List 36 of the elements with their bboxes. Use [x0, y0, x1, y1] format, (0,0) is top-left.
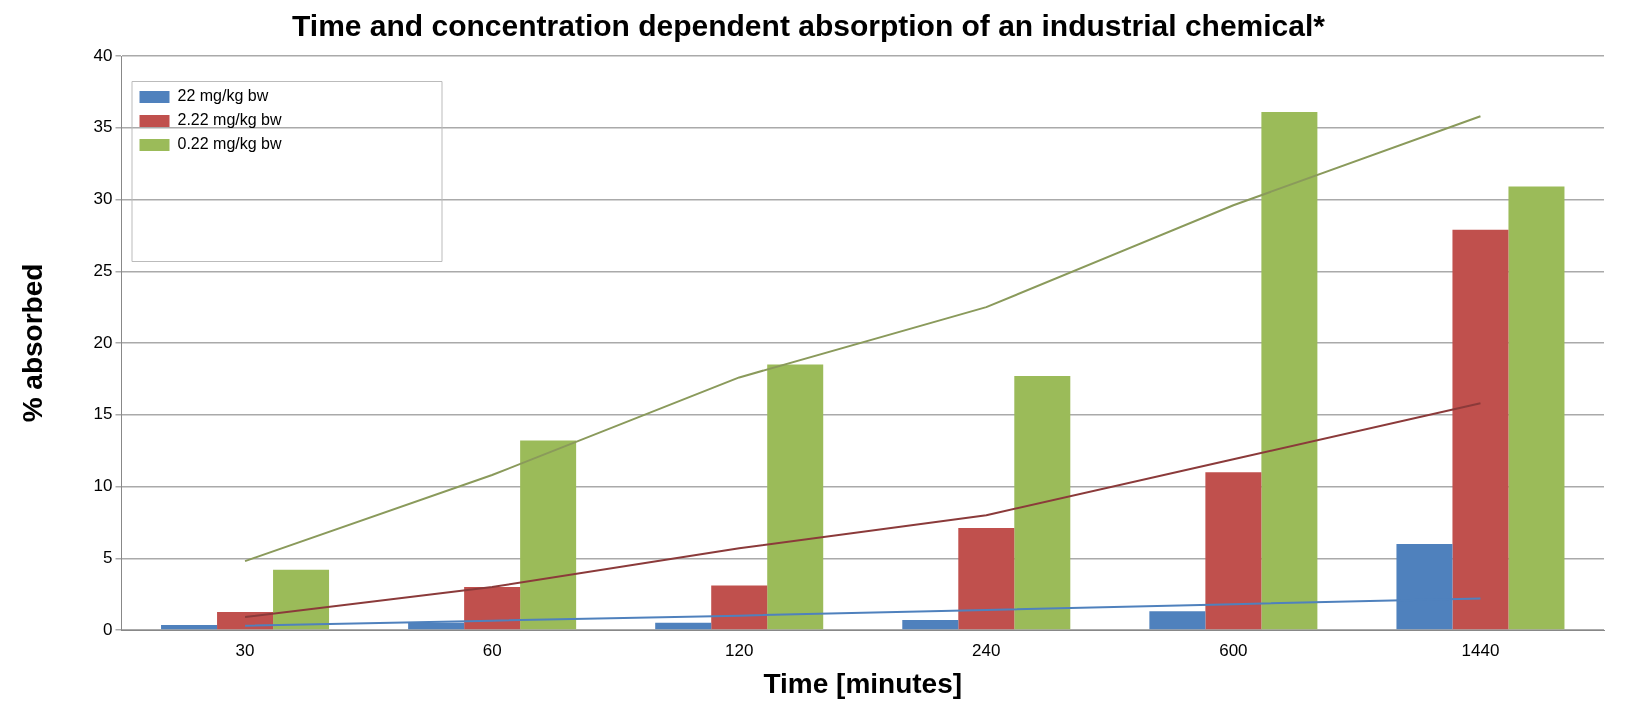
- bar: [273, 569, 330, 630]
- y-tick-label: 40: [93, 45, 113, 65]
- chart-title: Time and concentration dependent absorption of an industrial chemical*: [292, 9, 1326, 43]
- x-tick-label: 120: [725, 640, 754, 660]
- y-tick-label: 35: [93, 117, 113, 137]
- bar: [1508, 186, 1565, 630]
- x-tick-label: 240: [972, 640, 1001, 660]
- bar: [161, 624, 218, 630]
- x-tick-label: 30: [235, 640, 255, 660]
- y-tick-label: 10: [93, 476, 113, 496]
- legend-label: 2.22 mg/kg bw: [177, 111, 283, 129]
- legend-label: 22 mg/kg bw: [177, 87, 269, 105]
- legend-label: 0.22 mg/kg bw: [177, 135, 283, 153]
- x-tick-label: 600: [1219, 640, 1248, 660]
- bar: [1261, 111, 1318, 630]
- bar: [1149, 611, 1206, 630]
- x-axis-title: Time [minutes]: [763, 667, 963, 699]
- bar: [958, 528, 1015, 630]
- bar: [655, 622, 712, 630]
- bar: [1014, 376, 1071, 630]
- y-tick-label: 0: [103, 619, 113, 639]
- y-tick-label: 20: [93, 332, 113, 352]
- bar: [1205, 472, 1262, 630]
- bar: [711, 585, 768, 630]
- y-tick-label: 15: [93, 404, 113, 424]
- y-axis-title: % absorbed: [16, 263, 48, 423]
- bar: [520, 440, 577, 630]
- bar: [902, 619, 959, 630]
- y-tick-label: 25: [93, 260, 113, 280]
- x-tick-label: 1440: [1461, 640, 1500, 660]
- x-tick-label: 60: [482, 640, 502, 660]
- bar: [464, 586, 521, 630]
- bar: [1452, 229, 1509, 630]
- y-tick-label: 30: [93, 189, 113, 209]
- bar: [767, 364, 824, 630]
- y-tick-label: 5: [103, 547, 113, 567]
